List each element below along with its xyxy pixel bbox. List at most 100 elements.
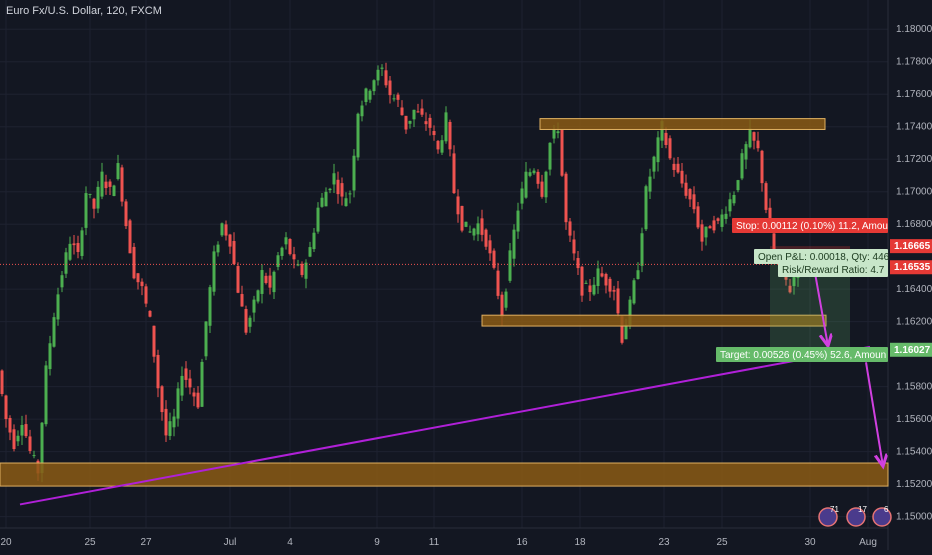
candle-body: [136, 273, 140, 283]
candle-body: [308, 247, 312, 257]
candle-body: [188, 378, 192, 388]
y-tick-label: 1.15800: [896, 382, 932, 393]
candle-body: [648, 176, 652, 192]
event-badge: [846, 507, 866, 527]
price-tag: 1.16665: [894, 241, 931, 252]
candle-body: [600, 273, 604, 277]
candle-body: [464, 221, 468, 227]
candle-body: [8, 417, 12, 433]
y-tick-label: 1.15000: [896, 512, 932, 523]
candle-body: [12, 429, 16, 450]
candle-body: [696, 206, 700, 228]
candle-body: [192, 392, 196, 397]
candle-body: [280, 247, 284, 256]
candle-body: [52, 317, 56, 347]
candle-body: [420, 108, 424, 115]
candle-body: [700, 224, 704, 242]
price-tag: 1.16027: [894, 345, 931, 356]
candle-body: [292, 254, 296, 260]
candle-body: [616, 288, 620, 314]
target-label-bg: [716, 347, 888, 362]
candle-body: [660, 121, 664, 141]
candle-body: [548, 142, 552, 170]
candle-body: [272, 271, 276, 293]
support-resistance-zone: [539, 118, 826, 130]
candle-body: [380, 67, 384, 69]
y-tick-label: 1.15200: [896, 479, 932, 490]
candle-body: [124, 201, 128, 227]
candle-body: [160, 386, 164, 413]
x-tick-label: 20: [0, 537, 12, 548]
candle-body: [492, 250, 496, 268]
candle-body: [372, 80, 376, 92]
candle-body: [556, 131, 560, 134]
candle-body: [116, 163, 120, 180]
candle-body: [88, 193, 92, 195]
x-tick-label: 23: [658, 537, 670, 548]
candle-body: [740, 153, 744, 179]
price-tag: 1.16535: [894, 262, 931, 273]
candle-body: [528, 172, 532, 176]
candle-body: [488, 240, 492, 254]
candle-body: [228, 234, 232, 247]
y-tick-label: 1.17000: [896, 187, 932, 198]
candle-body: [16, 435, 20, 442]
candle-body: [756, 140, 760, 149]
candle-body: [68, 243, 72, 260]
candle-body: [60, 275, 64, 288]
x-tick-label: 9: [374, 537, 380, 548]
candle-body: [584, 282, 588, 284]
candle-body: [28, 436, 32, 451]
candle-body: [460, 205, 464, 231]
x-tick-label: Aug: [859, 537, 877, 548]
open-pnl-label: Open P&L: 0.00018, Qty: 446: [758, 252, 890, 263]
event-badge-count: 17: [858, 505, 867, 514]
candle-body: [656, 137, 660, 163]
candle-body: [448, 121, 452, 150]
risk-reward-label-bg: [778, 262, 888, 277]
x-tick-label: 4: [287, 537, 293, 548]
candle-body: [668, 138, 672, 159]
candle-body: [564, 173, 568, 223]
candle-body: [768, 207, 772, 228]
candle-body: [120, 167, 124, 202]
support-resistance-zone: [481, 314, 827, 327]
candle-body: [716, 218, 720, 221]
candle-body: [320, 197, 324, 207]
candle-body: [96, 186, 100, 209]
candle-body: [92, 198, 96, 209]
candle-body: [240, 294, 244, 307]
candle-body: [632, 280, 636, 304]
candle-body: [496, 270, 500, 296]
candle-body: [260, 270, 264, 294]
candle-body: [452, 153, 456, 194]
candle-body: [128, 220, 132, 254]
trendline: [19, 345, 871, 506]
y-tick-label: 1.16800: [896, 219, 932, 230]
candle-body: [328, 188, 332, 191]
candle-body: [232, 241, 236, 265]
x-tick-label: 30: [804, 537, 816, 548]
candle-body: [356, 113, 360, 158]
candle-body: [200, 361, 204, 407]
candle-body: [336, 179, 340, 195]
candle-body: [520, 188, 524, 204]
candle-body: [592, 284, 596, 295]
candle-body: [340, 183, 344, 197]
target-label: Target: 0.00526 (0.45%) 52.6, Amoun: [720, 350, 886, 361]
candle-body: [536, 171, 540, 184]
candle-body: [256, 290, 260, 302]
candle-body: [468, 231, 472, 233]
risk-reward-label: Risk/Reward Ratio: 4.7: [782, 265, 885, 276]
candle-body: [108, 181, 112, 187]
candle-body: [500, 294, 504, 317]
candle-body: [276, 255, 280, 267]
projection-arrow: [814, 272, 828, 346]
candle-body: [636, 270, 640, 279]
candle-body: [180, 375, 184, 396]
candle-body: [688, 189, 692, 200]
candle-body: [728, 199, 732, 212]
candle-body: [512, 229, 516, 259]
